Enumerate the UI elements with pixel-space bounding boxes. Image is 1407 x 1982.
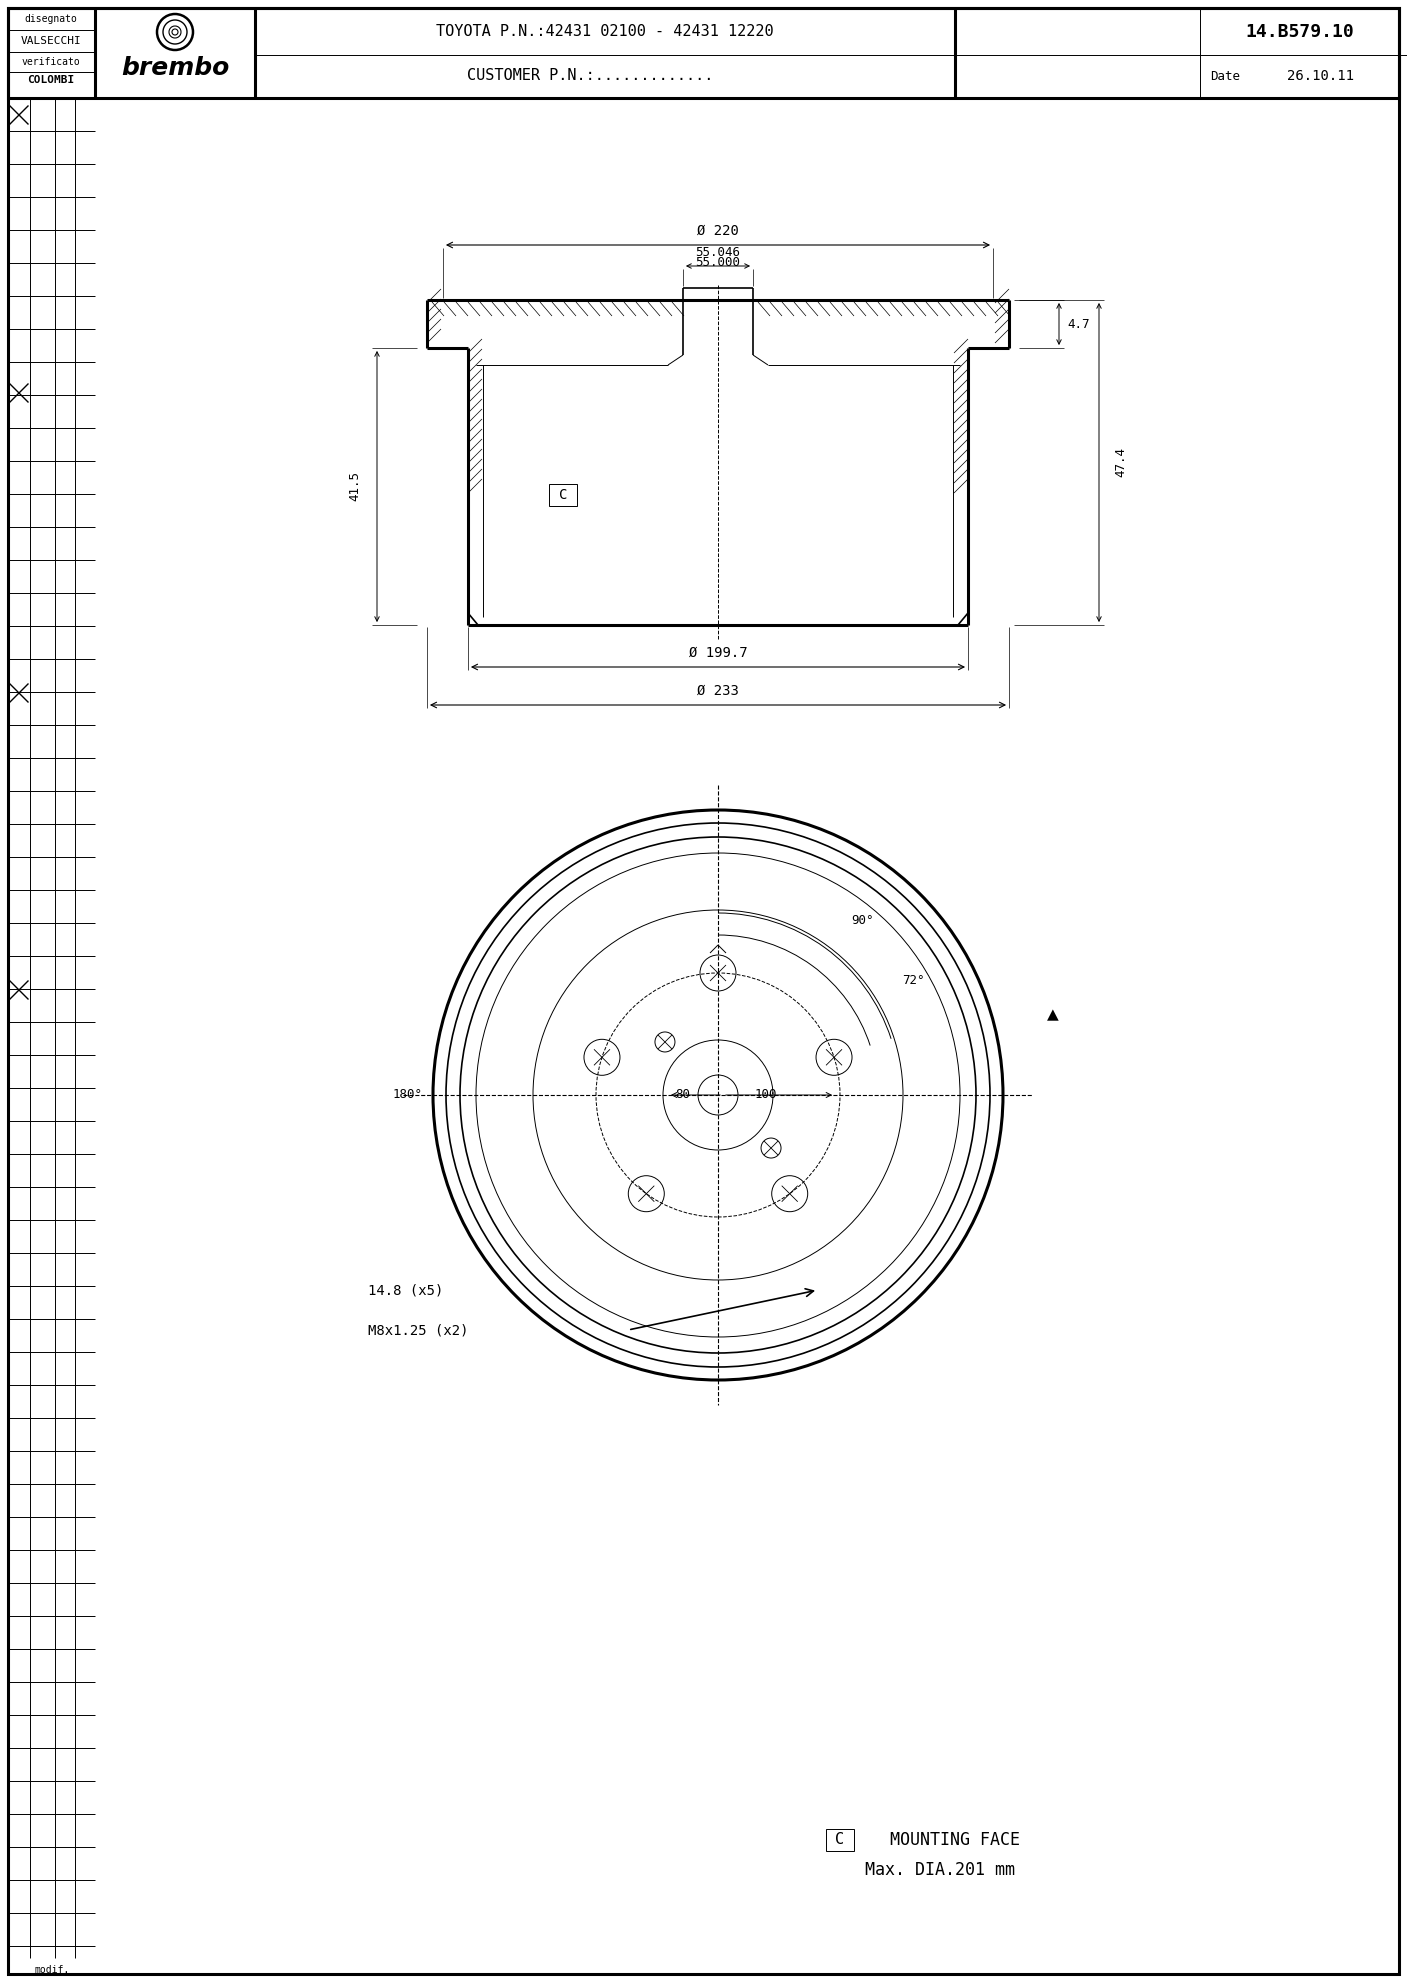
- Text: CUSTOMER P.N.:.............: CUSTOMER P.N.:.............: [467, 69, 713, 83]
- Text: 80: 80: [675, 1088, 691, 1102]
- Bar: [549, 484, 577, 505]
- Text: TOYOTA P.N.:42431 02100 - 42431 12220: TOYOTA P.N.:42431 02100 - 42431 12220: [436, 24, 774, 38]
- Text: 14.B579.10: 14.B579.10: [1245, 24, 1355, 42]
- Text: Date: Date: [1210, 69, 1240, 83]
- Bar: [8, 8, 1399, 97]
- Text: Max. DIA.201 mm: Max. DIA.201 mm: [865, 1861, 1014, 1879]
- Text: COLOMBI: COLOMBI: [27, 75, 75, 85]
- Bar: [826, 1829, 854, 1851]
- Text: brembo: brembo: [121, 55, 229, 79]
- Text: 14.8 (x5): 14.8 (x5): [369, 1282, 443, 1296]
- Text: 180°: 180°: [393, 1088, 424, 1102]
- Text: 72°: 72°: [902, 973, 924, 987]
- Text: Ø 199.7: Ø 199.7: [688, 646, 747, 660]
- Text: VALSECCHI: VALSECCHI: [21, 36, 82, 46]
- Text: C: C: [836, 1833, 844, 1847]
- Text: 100: 100: [754, 1088, 777, 1102]
- Text: ▲: ▲: [1047, 1005, 1059, 1025]
- Text: 55.000: 55.000: [695, 256, 740, 270]
- Text: 90°: 90°: [851, 914, 874, 926]
- Text: modif.: modif.: [34, 1964, 69, 1974]
- Text: MOUNTING FACE: MOUNTING FACE: [891, 1831, 1020, 1849]
- Text: 4.7: 4.7: [1068, 317, 1090, 331]
- Text: 26.10.11: 26.10.11: [1286, 69, 1354, 83]
- Text: M8x1.25 (x2): M8x1.25 (x2): [369, 1324, 469, 1338]
- Text: 47.4: 47.4: [1114, 448, 1127, 478]
- Text: disegnato: disegnato: [24, 14, 77, 24]
- Text: verificato: verificato: [21, 57, 80, 67]
- Text: C: C: [559, 488, 567, 501]
- Text: Ø 220: Ø 220: [696, 224, 739, 238]
- Text: 55.046: 55.046: [695, 246, 740, 260]
- Text: Ø 233: Ø 233: [696, 684, 739, 698]
- Text: 41.5: 41.5: [349, 472, 362, 501]
